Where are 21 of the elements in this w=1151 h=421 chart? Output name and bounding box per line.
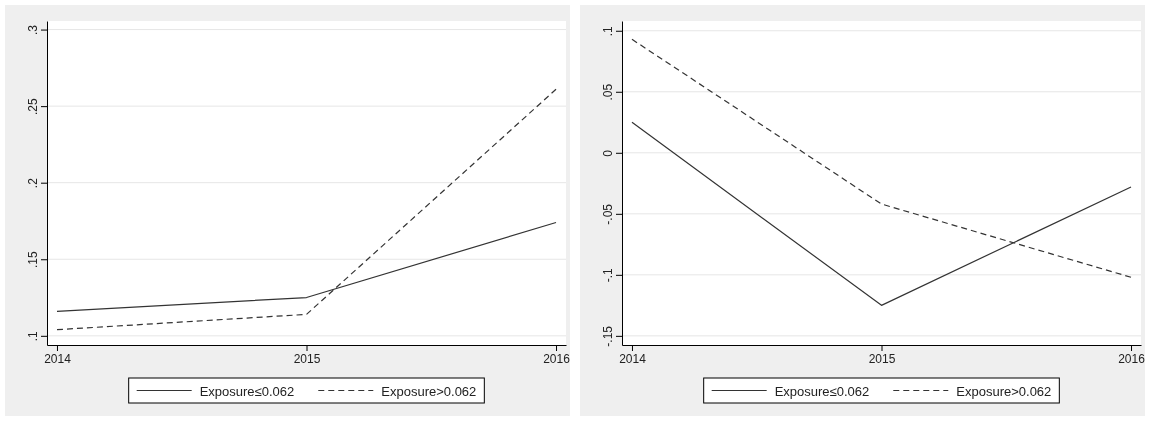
y-tick-label: -.15 <box>601 325 615 347</box>
y-tick-label: .05 <box>601 83 615 101</box>
x-tick-label: 2016 <box>543 351 571 366</box>
y-tick-label: .1 <box>601 25 615 37</box>
y-tick-label: .15 <box>26 251 40 269</box>
y-tick-label: -.1 <box>601 268 615 283</box>
y-tick-label: .1 <box>26 330 40 342</box>
legend-label: Exposure>0.062 <box>381 383 477 399</box>
y-tick-label: .3 <box>26 24 40 36</box>
x-tick-label: 2014 <box>44 351 72 366</box>
legend-label: Exposure≤0.062 <box>774 383 870 399</box>
x-tick-label: 2016 <box>1118 351 1146 366</box>
y-tick-label: 0 <box>601 149 615 157</box>
legend-label: Exposure≤0.062 <box>199 383 295 399</box>
y-tick-label: -.05 <box>601 203 615 225</box>
legend-label: Exposure>0.062 <box>956 383 1052 399</box>
y-tick-label: .25 <box>26 97 40 115</box>
x-tick-label: 2014 <box>619 351 647 366</box>
y-tick-label: .2 <box>26 177 40 189</box>
x-tick-label: 2015 <box>868 351 896 366</box>
x-tick-label: 2015 <box>293 351 321 366</box>
